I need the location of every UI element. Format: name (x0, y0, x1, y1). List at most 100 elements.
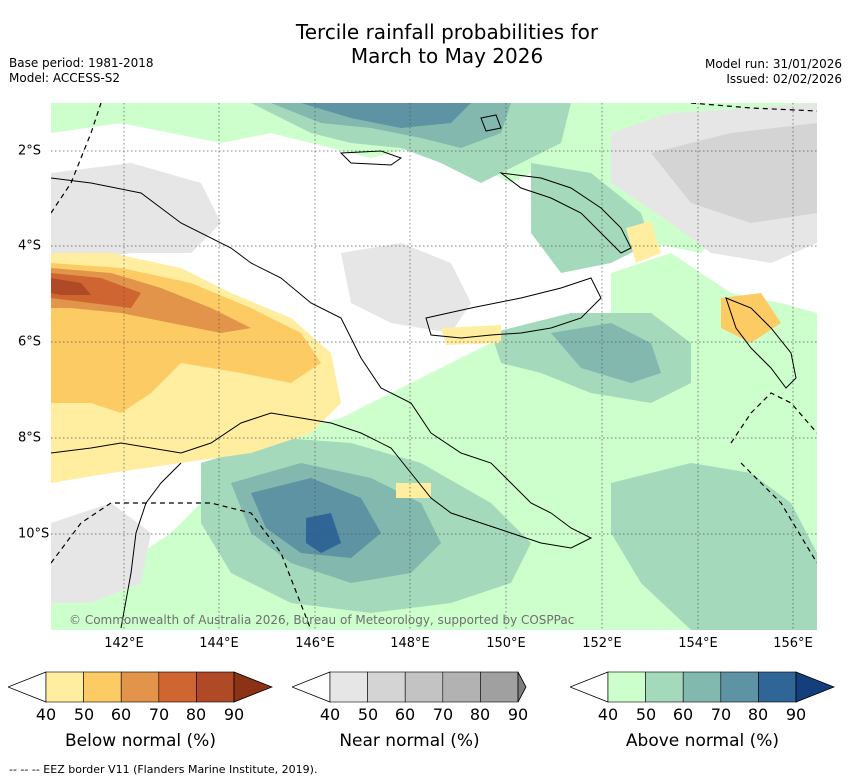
near-cb-tick-40: 40 (319, 705, 341, 724)
eez-footnote: -- -- -- EEZ border V11 (Flanders Marine… (9, 763, 318, 776)
y-tick-8s: 8°S (18, 430, 42, 446)
below-cb-tick-60: 60 (110, 705, 132, 724)
near-cb-segment-40 (329, 671, 368, 703)
x-tick-152e: 152°E (582, 636, 622, 651)
x-tick-156e: 156°E (773, 636, 813, 651)
probability-map (51, 103, 817, 630)
above-normal-region-east (611, 253, 817, 403)
model-name: Model: ACCESS-S2 (9, 71, 121, 85)
y-tick-2s: 2°S (18, 143, 42, 159)
near-cb-upper-extend (517, 671, 527, 703)
eez-border-southeast (730, 392, 817, 444)
colorbar-near-normal-svg (290, 671, 527, 703)
below-normal-label: Below normal (%) (65, 731, 216, 751)
map-svg (51, 103, 817, 630)
above-cb-segment-80 (758, 671, 797, 703)
y-tick-10s: 10°S (18, 526, 50, 542)
x-tick-142e: 142°E (104, 636, 144, 651)
above-cb-tick-50: 50 (635, 705, 657, 724)
above-normal-60-central (551, 323, 661, 383)
above-normal-70-north (301, 103, 471, 128)
coast-bougainville (725, 297, 797, 389)
below-cb-tick-70: 70 (148, 705, 170, 724)
above-cb-tick-80: 80 (747, 705, 769, 724)
near-cb-tick-80: 80 (469, 705, 491, 724)
title-line-2: March to May 2026 (350, 44, 544, 68)
x-tick-154e: 154°E (678, 636, 718, 651)
below-normal-central-2 (396, 483, 431, 498)
issued-date: Issued: 02/02/2026 (726, 72, 842, 86)
above-cb-segment-60 (682, 671, 722, 703)
near-normal-region-central (341, 243, 471, 333)
eez-border-southwest (51, 502, 312, 630)
above-cb-tick-90: 90 (785, 705, 807, 724)
meta-left: Base period: 1981-2018 Model: ACCESS-S2 (9, 56, 154, 86)
above-cb-tick-70: 70 (710, 705, 732, 724)
above-cb-lower-extend (568, 671, 609, 703)
coast-png-mainland (51, 177, 593, 549)
below-cb-upper-extend (233, 671, 274, 703)
eez-border-northeast (690, 103, 817, 112)
colorbar-above-normal (568, 671, 836, 703)
below-cb-tick-50: 50 (73, 705, 95, 724)
above-cb-segment-50 (645, 671, 684, 703)
near-normal-50-northeast (651, 123, 817, 223)
above-cb-segment-70 (720, 671, 759, 703)
near-cb-lower-extend (290, 671, 331, 703)
colorbar-above-normal-svg (568, 671, 836, 703)
coast-cape-york (120, 462, 182, 629)
near-cb-segment-50 (367, 671, 406, 703)
colorbar-below-normal (6, 671, 274, 703)
coastlines (51, 114, 797, 629)
above-cb-tick-40: 40 (597, 705, 619, 724)
near-normal-label: Near normal (%) (339, 731, 480, 751)
base-period: Base period: 1981-2018 (9, 56, 154, 70)
near-normal-region-west (51, 163, 221, 263)
y-tick-4s: 4°S (18, 238, 42, 254)
colorbar-below-normal-svg (6, 671, 274, 703)
below-normal-east-1 (721, 293, 781, 343)
y-tick-6s: 6°S (18, 334, 42, 350)
below-cb-tick-80: 80 (185, 705, 207, 724)
coast-new-britain (425, 277, 602, 339)
below-cb-tick-90: 90 (223, 705, 245, 724)
coast-new-ireland (499, 172, 632, 254)
near-cb-segment-60 (404, 671, 444, 703)
map-title: Tercile rainfall probabilities for March… (200, 20, 694, 68)
coast-manus (339, 150, 403, 166)
near-cb-tick-50: 50 (357, 705, 379, 724)
above-cb-tick-60: 60 (672, 705, 694, 724)
below-cb-lower-extend (6, 671, 47, 703)
x-tick-148e: 148°E (390, 636, 430, 651)
model-run: Model run: 31/01/2026 (704, 57, 842, 71)
above-normal-50-southeast (611, 463, 817, 630)
above-normal-label: Above normal (%) (625, 731, 780, 751)
near-cb-segment-80 (480, 671, 519, 703)
meta-right: Model run: 31/01/2026 Issued: 02/02/2026 (705, 57, 842, 87)
below-normal-80 (51, 278, 91, 295)
near-normal-region-southwest (51, 503, 151, 603)
below-normal-central-1 (441, 325, 501, 345)
near-cb-tick-70: 70 (432, 705, 454, 724)
below-cb-segment-80 (196, 671, 235, 703)
x-tick-144e: 144°E (199, 636, 239, 651)
above-normal-50-east (531, 163, 651, 273)
coast-admiralty (480, 114, 502, 132)
eez-border-south-coral (740, 462, 817, 564)
below-cb-segment-70 (158, 671, 197, 703)
near-cb-segment-70 (442, 671, 481, 703)
x-tick-146e: 146°E (295, 636, 335, 651)
x-tick-150e: 150°E (486, 636, 526, 651)
above-cb-segment-40 (607, 671, 646, 703)
below-normal-east-2 (626, 221, 661, 263)
copyright-text: © Commonwealth of Australia 2026, Bureau… (69, 613, 575, 627)
near-cb-tick-90: 90 (507, 705, 529, 724)
eez-borders (51, 103, 817, 630)
below-cb-segment-50 (83, 671, 122, 703)
eez-border-northwest (51, 103, 102, 214)
below-cb-segment-40 (45, 671, 84, 703)
above-cb-upper-extend (795, 671, 836, 703)
colorbar-near-normal (290, 671, 527, 703)
below-cb-tick-40: 40 (35, 705, 57, 724)
title-line-1: Tercile rainfall probabilities for (295, 20, 599, 44)
